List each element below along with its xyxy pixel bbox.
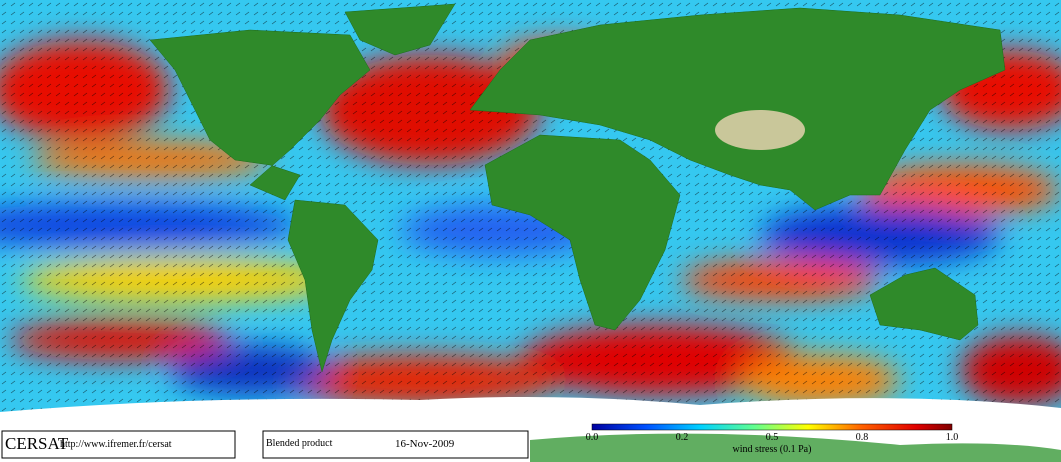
footer-land bbox=[530, 433, 1061, 462]
tibet bbox=[715, 110, 805, 150]
colorbar-tick-label: 0.8 bbox=[856, 432, 869, 443]
colorbar-ticks: 0.0 0.2 0.5 0.8 1.0 bbox=[586, 432, 959, 443]
south-america bbox=[287, 199, 379, 373]
colorbar-tick-label: 0.5 bbox=[766, 432, 779, 443]
colorbar-tick-label: 0.0 bbox=[586, 432, 599, 443]
antarctica bbox=[0, 396, 1061, 430]
logo-url: http://www.ifremer.fr/cersat bbox=[60, 439, 172, 450]
greenland bbox=[344, 3, 456, 56]
product-date: 16-Nov-2009 bbox=[395, 438, 455, 450]
north-america bbox=[149, 29, 371, 201]
africa bbox=[484, 134, 681, 331]
colorbar-tick-label: 1.0 bbox=[946, 432, 959, 443]
colorbar bbox=[591, 423, 953, 431]
logo-name: CERSAT bbox=[5, 434, 69, 453]
product-label: Blended product bbox=[266, 438, 333, 449]
colorbar-tick-label: 0.2 bbox=[676, 432, 689, 443]
land bbox=[149, 3, 1006, 373]
eurasia bbox=[469, 7, 1006, 211]
logo-box bbox=[1, 430, 236, 459]
australia bbox=[869, 267, 979, 341]
product-box bbox=[262, 430, 529, 459]
colorbar-title: wind stress (0.1 Pa) bbox=[733, 444, 812, 455]
